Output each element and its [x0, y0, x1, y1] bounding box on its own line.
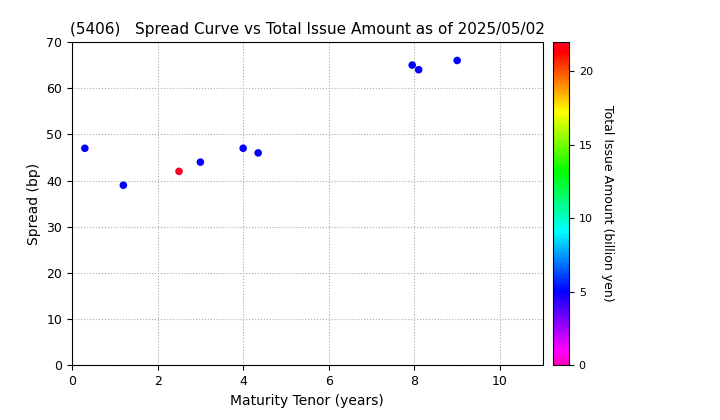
Point: [451, 57, 463, 64]
Point: [253, 150, 264, 156]
Point: [238, 145, 249, 152]
Point: [79, 145, 91, 152]
Point: [117, 182, 129, 189]
Title: (5406)   Spread Curve vs Total Issue Amount as of 2025/05/02: (5406) Spread Curve vs Total Issue Amoun…: [70, 22, 545, 37]
Point: [174, 168, 185, 175]
X-axis label: Maturity Tenor (years): Maturity Tenor (years): [230, 394, 384, 408]
Y-axis label: Spread (bp): Spread (bp): [27, 163, 41, 245]
Point: [413, 66, 424, 73]
Point: [407, 62, 418, 68]
Point: [194, 159, 206, 165]
Y-axis label: Total Issue Amount (billion yen): Total Issue Amount (billion yen): [600, 105, 613, 302]
